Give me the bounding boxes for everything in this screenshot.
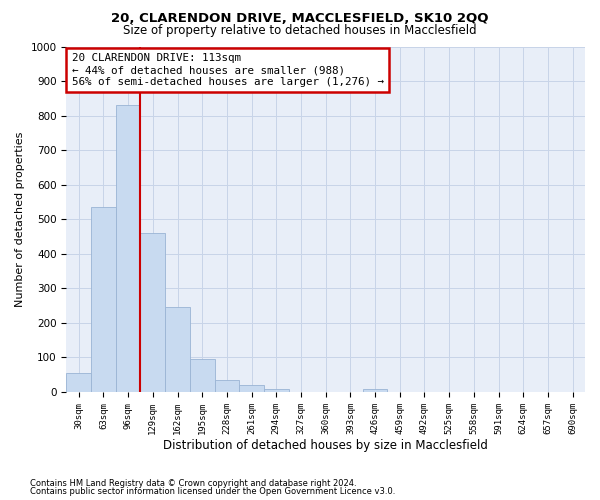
Bar (116, 105, 140, 392)
Text: 20 CLARENDON DRIVE: 113sqm
← 44% of detached houses are smaller (988)
56% of sem: 20 CLARENDON DRIVE: 113sqm ← 44% of deta… (71, 54, 383, 86)
Bar (165, 308, 190, 392)
Bar (215, 380, 239, 392)
Text: Contains public sector information licensed under the Open Government Licence v3: Contains public sector information licen… (30, 487, 395, 496)
Y-axis label: Number of detached properties: Number of detached properties (15, 132, 25, 307)
Bar (190, 359, 215, 392)
Bar (363, 388, 388, 392)
Text: Size of property relative to detached houses in Macclesfield: Size of property relative to detached ho… (123, 24, 477, 37)
Bar (239, 385, 264, 392)
Bar (67, 373, 91, 392)
Bar (264, 388, 289, 392)
X-axis label: Distribution of detached houses by size in Macclesfield: Distribution of detached houses by size … (163, 440, 488, 452)
Bar (140, 233, 165, 392)
Bar (91, 207, 116, 392)
Text: 20, CLARENDON DRIVE, MACCLESFIELD, SK10 2QQ: 20, CLARENDON DRIVE, MACCLESFIELD, SK10 … (111, 12, 489, 26)
Text: Contains HM Land Registry data © Crown copyright and database right 2024.: Contains HM Land Registry data © Crown c… (30, 478, 356, 488)
